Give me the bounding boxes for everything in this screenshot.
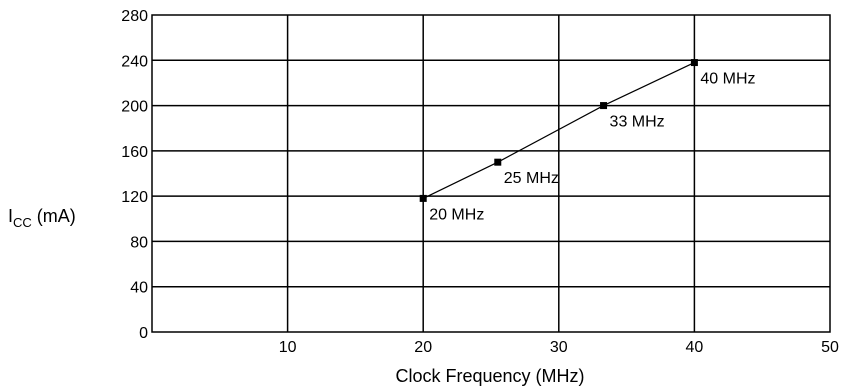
axis-labels: Clock Frequency (MHz) ICC (mA) [8,206,585,386]
plot-border [151,14,831,333]
plot-frame [151,14,831,333]
data-label: 25 MHz [504,170,559,187]
data-label: 20 MHz [429,206,484,223]
x-tick-label: 10 [279,339,297,356]
y-tick-label: 0 [139,325,148,342]
y-tick-label: 280 [121,8,148,25]
data-point [494,158,502,166]
y-tick-label: 200 [121,99,148,116]
x-axis-label: Clock Frequency (MHz) [395,366,584,386]
y-axis-label: ICC (mA) [8,206,76,230]
x-tick-label: 20 [414,339,432,356]
y-tick-label: 80 [130,234,148,251]
series: 20 MHz 25 MHz 33 MHz 40 MHz [419,59,756,223]
series-line [422,62,695,199]
x-tick-label: 50 [821,339,839,356]
x-tick-label: 30 [550,339,568,356]
data-label: 40 MHz [700,71,755,88]
data-point [690,59,698,67]
data-point [419,194,427,202]
y-axis-label-unit: (mA) [32,206,76,226]
y-axis-label-sub: CC [13,215,32,230]
y-axis-label-main: I [8,206,13,226]
x-tick-label: 40 [686,339,704,356]
y-tick-label: 40 [130,280,148,297]
data-point [600,102,608,110]
x-axis-ticks: 10 20 30 40 50 [279,339,839,356]
data-label: 33 MHz [610,114,665,131]
y-tick-label: 240 [121,53,148,70]
y-axis-ticks: 0 40 80 120 160 200 240 280 [121,8,148,342]
y-tick-label: 120 [121,189,148,206]
grid [152,15,830,332]
y-tick-label: 160 [121,144,148,161]
